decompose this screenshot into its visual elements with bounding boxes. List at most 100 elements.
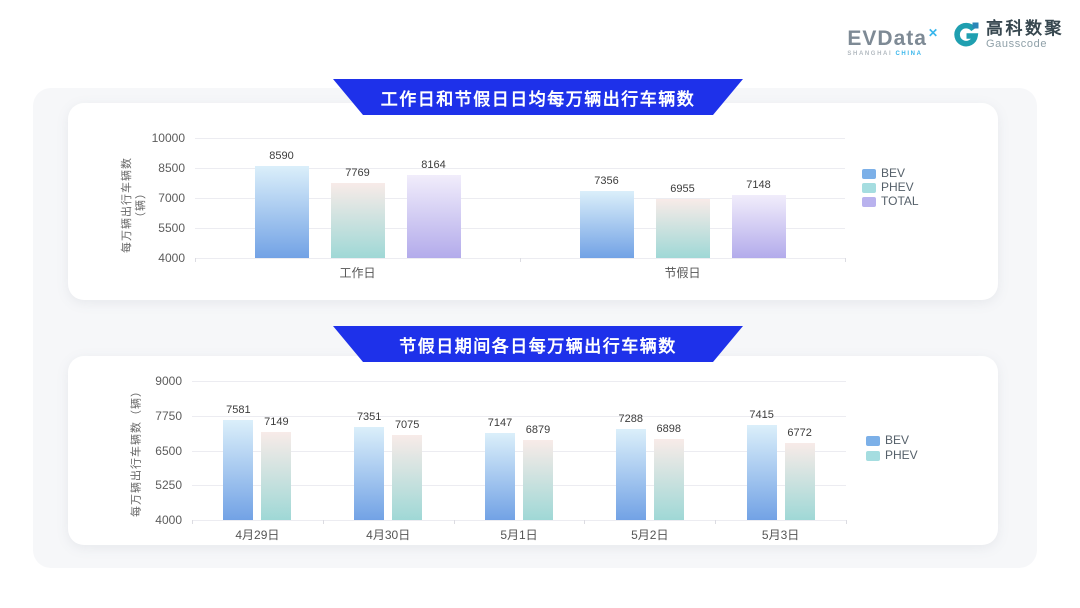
gridline: [192, 485, 846, 487]
legend-swatch-bev: [862, 168, 876, 179]
bar-value-label: 7356: [594, 174, 619, 187]
bar-value-label: 6955: [670, 182, 695, 195]
legend-label: PHEV: [885, 448, 918, 462]
bar-chart-holiday-daily: 4000 5250 6500 7750 9000 每万辆出行车辆数（辆） 4月29日 7581…: [68, 356, 998, 545]
bar-bev[interactable]: [746, 425, 777, 520]
x-category-label: 节假日: [664, 266, 701, 280]
bar-bev[interactable]: [485, 432, 515, 520]
bar-total[interactable]: [406, 174, 461, 258]
legend-item-bev[interactable]: BEV: [866, 434, 909, 447]
bar-bev[interactable]: [615, 428, 646, 520]
evdata-subtitle-left: SHANGHAI: [847, 51, 893, 57]
legend-swatch-phev: [866, 450, 880, 461]
evdata-wordmark: EVData✕: [847, 23, 939, 49]
bar-chart-workday-holiday: 4000 5500 7000 8500 10000 每万辆出行车辆数（辆） 工作日 8590 7…: [68, 103, 998, 300]
holiday-daily-chart-card: 4000 5250 6500 7750 9000 每万辆出行车辆数（辆） 4月29日 7581…: [68, 356, 998, 545]
bar-value-label: 7415: [749, 409, 774, 422]
x-category-label: 5月2日: [631, 528, 669, 542]
bar-value-label: 7148: [746, 179, 771, 192]
bar-value-label: 6879: [525, 423, 551, 436]
bar-phev[interactable]: [655, 198, 710, 258]
bar-value-label: 7581: [226, 404, 251, 417]
evdata-x-icon: ✕: [927, 26, 939, 40]
gridline: [195, 228, 845, 229]
gridline: [192, 381, 846, 382]
gridline: [195, 198, 845, 199]
y-tick-label: 10000: [151, 131, 185, 145]
bar-value-label: 6898: [656, 423, 682, 436]
legend-item-bev[interactable]: BEV: [862, 167, 905, 180]
y-tick-label: 9000: [155, 374, 182, 388]
x-axis-tick: [846, 520, 847, 524]
gausscode-cn-name: 高科数聚: [986, 19, 1064, 38]
chart2-title-banner: 节假日期间各日每万辆出行车辆数: [333, 326, 743, 362]
bar-phev[interactable]: [330, 182, 385, 258]
bar-value-label: 8590: [269, 150, 294, 163]
x-category-label: 5月1日: [500, 528, 538, 542]
evdata-subtitle: SHANGHAI CHINA: [847, 51, 922, 57]
chart1-title-banner: 工作日和节假日日均每万辆出行车辆数: [333, 79, 743, 115]
x-axis-tick: [845, 258, 846, 262]
bar-value-label: 7075: [394, 418, 420, 431]
bar-phev[interactable]: [261, 432, 292, 520]
bar-phev[interactable]: [392, 434, 423, 520]
gausscode-text-block: 高科数聚 Gausscode: [986, 19, 1064, 51]
gridline: [192, 415, 846, 417]
bar-value-label: 7288: [618, 412, 644, 425]
y-tick-label: 7000: [158, 191, 185, 205]
gridline: [192, 450, 846, 452]
bar-value-label: 7147: [487, 416, 513, 429]
legend-swatch-bev: [866, 435, 880, 446]
y-tick-label: 8500: [158, 161, 185, 175]
x-axis-tick: [192, 520, 193, 524]
x-axis-tick: [453, 520, 455, 524]
x-category-label: 5月3日: [761, 528, 800, 542]
logo-bar: EVData✕ SHANGHAI CHINA 高科数聚 Gausscode: [847, 20, 1064, 58]
bar-value-label: 7351: [356, 410, 382, 423]
y-axis-title: 每万辆出行车辆数（辆）: [130, 384, 142, 517]
bar-total[interactable]: [731, 195, 786, 258]
bar-phev[interactable]: [784, 442, 815, 520]
x-axis-tick: [195, 258, 196, 262]
y-tick-label: 4000: [158, 251, 185, 265]
bar-value-label: 7769: [345, 166, 370, 179]
y-axis-title: 每万辆出行车辆数（辆）: [121, 157, 147, 253]
y-tick-label: 6500: [155, 443, 182, 458]
bar-bev[interactable]: [223, 420, 254, 520]
legend-label: BEV: [885, 433, 910, 447]
gausscode-logo: 高科数聚 Gausscode: [952, 20, 1064, 50]
legend-swatch-phev: [862, 182, 876, 193]
bar-bev[interactable]: [579, 190, 634, 258]
x-axis-tick: [715, 520, 717, 524]
bar-value-label: 6772: [787, 426, 812, 439]
bar-bev[interactable]: [354, 426, 385, 520]
x-axis-tick: [322, 520, 324, 524]
x-axis-tick: [584, 520, 586, 524]
legend-label: TOTAL: [881, 194, 919, 208]
gausscode-g-icon: [954, 22, 979, 47]
gridline: [195, 168, 845, 169]
y-tick-label: 5500: [158, 221, 185, 235]
y-tick-label: 7750: [155, 408, 182, 423]
bar-phev[interactable]: [653, 439, 684, 520]
bar-phev[interactable]: [523, 439, 553, 520]
evdata-logo: EVData✕ SHANGHAI CHINA: [847, 20, 939, 57]
legend-item-phev[interactable]: PHEV: [862, 181, 914, 194]
bar-bev[interactable]: [254, 166, 309, 258]
legend-swatch-total: [862, 196, 876, 207]
evdata-text: EVData: [847, 27, 927, 50]
legend-item-total[interactable]: TOTAL: [862, 195, 919, 208]
x-category-label: 4月29日: [235, 528, 280, 542]
y-tick-label: 4000: [155, 513, 182, 527]
gausscode-en-name: Gausscode: [986, 38, 1048, 50]
x-category-label: 4月30日: [366, 528, 411, 542]
bar-value-label: 7149: [264, 416, 289, 429]
evdata-subtitle-right: CHINA: [895, 51, 923, 57]
legend-item-phev[interactable]: PHEV: [866, 449, 918, 462]
gridline: [192, 520, 846, 521]
workday-holiday-chart-card: 4000 5500 7000 8500 10000 每万辆出行车辆数（辆） 工作日 8590 7…: [68, 103, 998, 300]
legend-label: BEV: [881, 166, 906, 180]
legend-label: PHEV: [881, 180, 914, 194]
y-tick-label: 5250: [155, 478, 182, 493]
x-axis-tick: [520, 258, 521, 262]
